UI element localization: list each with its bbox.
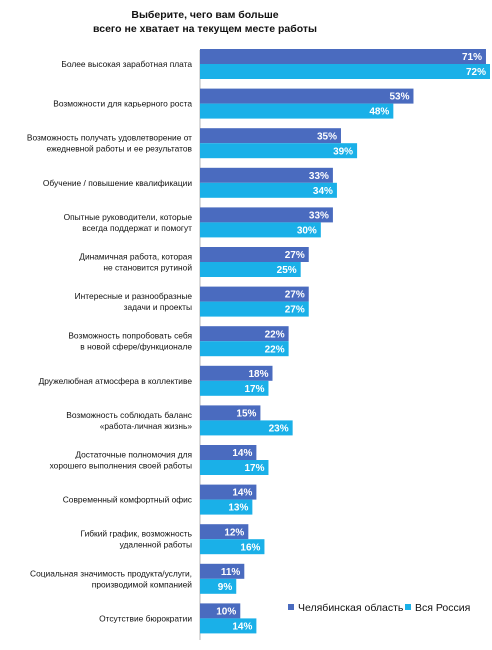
bar-chelyabinsk <box>200 405 261 421</box>
category-label: ежедневной работы и ее результатов <box>47 144 193 154</box>
category-label: Возможность соблюдать баланс <box>66 410 192 420</box>
bar-value-label: 11% <box>221 567 241 578</box>
bar-value-label: 14% <box>232 622 252 633</box>
bar-value-label: 33% <box>309 171 329 182</box>
bar-value-label: 15% <box>236 409 256 420</box>
bar-value-label: 48% <box>369 107 389 118</box>
bar-value-label: 33% <box>309 211 329 222</box>
bar-value-label: 30% <box>297 226 317 237</box>
bar-value-label: 16% <box>240 542 260 553</box>
bar-value-label: 17% <box>244 384 264 395</box>
bar-russia <box>200 262 301 277</box>
bar-russia <box>200 460 269 475</box>
bar-value-label: 27% <box>285 250 305 261</box>
legend-item-chelyabinsk: Челябинская область <box>298 602 404 614</box>
category-label: Отсутствие бюрократии <box>99 613 192 623</box>
category-label: удаленной работы <box>120 540 192 550</box>
bar-value-label: 22% <box>265 329 285 340</box>
bar-value-label: 34% <box>313 186 333 197</box>
category-label: Динамичная работа, которая <box>79 252 192 262</box>
bar-russia <box>200 420 293 436</box>
category-label: Более высокая заработная плата <box>61 59 192 69</box>
category-label: Обучение / повышение квалификации <box>43 178 192 188</box>
bar-russia <box>200 578 237 594</box>
category-label: всегда поддержат и помогут <box>82 223 192 233</box>
bar-value-label: 14% <box>232 488 252 499</box>
category-label: не становится рутиной <box>103 263 192 273</box>
bar-value-label: 14% <box>232 448 252 459</box>
bar-value-label: 39% <box>333 146 353 157</box>
category-label: Социальная значимость продукта/услуги, <box>30 568 192 578</box>
bar-value-label: 25% <box>277 265 297 276</box>
bar-chelyabinsk <box>200 484 257 500</box>
legend-swatch <box>405 604 411 610</box>
bar-chelyabinsk <box>200 49 486 64</box>
bar-chelyabinsk <box>200 247 309 262</box>
bar-russia <box>200 539 265 555</box>
bar-value-label: 27% <box>285 305 305 316</box>
bar-chelyabinsk <box>200 207 333 223</box>
bar-chelyabinsk <box>200 445 257 460</box>
bar-russia <box>200 618 257 634</box>
category-label: Возможность попробовать себя <box>68 331 192 341</box>
bar-value-label: 22% <box>265 344 285 355</box>
bar-russia <box>200 222 321 238</box>
bar-chelyabinsk <box>200 88 414 104</box>
bar-chelyabinsk <box>200 326 289 342</box>
bar-chelyabinsk <box>200 603 241 619</box>
bar-value-label: 23% <box>269 424 289 435</box>
bar-chelyabinsk <box>200 128 341 144</box>
legend-item-russia: Вся Россия <box>415 602 470 614</box>
category-label: Дружелюбная атмосфера в коллективе <box>39 376 193 386</box>
bar-chelyabinsk <box>200 524 249 540</box>
bar-russia <box>200 499 253 515</box>
chart-legend: Челябинская область Вся Россия <box>288 602 470 614</box>
bar-value-label: 17% <box>244 463 264 474</box>
bar-value-label: 9% <box>218 582 233 593</box>
bar-russia <box>200 341 289 357</box>
category-label: Возможность получать удовлетворение от <box>27 133 192 143</box>
bar-value-label: 18% <box>248 369 268 380</box>
category-label: хорошего выполнения своей работы <box>50 461 192 471</box>
bar-value-label: 10% <box>216 607 236 618</box>
bar-value-label: 53% <box>389 92 409 103</box>
chart-title-line-2: всего не хватает на текущем месте работы <box>93 23 317 35</box>
category-label: Современный комфортный офис <box>63 495 192 505</box>
bar-value-label: 12% <box>224 527 244 538</box>
bar-chelyabinsk <box>200 563 245 579</box>
chart-title-line-1: Выберите, чего вам больше <box>131 9 279 21</box>
chart-title: Выберите, чего вам больше всего не хвата… <box>80 8 330 36</box>
category-label: Интересные и разнообразные <box>75 291 193 301</box>
bar-value-label: 13% <box>228 503 248 514</box>
bar-russia <box>200 182 337 198</box>
category-label: Гибкий график, возможность <box>81 529 193 539</box>
category-label: производимой компанией <box>92 579 193 589</box>
bar-russia <box>200 143 358 159</box>
bar-chelyabinsk <box>200 167 333 183</box>
bar-value-label: 35% <box>317 131 337 142</box>
bar-russia <box>200 380 269 396</box>
bar-chelyabinsk <box>200 286 309 302</box>
bar-russia <box>200 64 490 79</box>
legend-swatch <box>288 604 294 610</box>
category-label: задачи и проекты <box>124 302 192 312</box>
bar-value-label: 71% <box>462 52 482 63</box>
bar-chelyabinsk <box>200 365 273 381</box>
category-label: в новой сфере/функционале <box>80 342 192 352</box>
category-label: Достаточные полномочия для <box>75 450 192 460</box>
bar-russia <box>200 301 309 317</box>
bar-value-label: 72% <box>466 67 486 78</box>
chart-rows: Более высокая заработная плата 71% 72% Возм… <box>27 49 490 634</box>
bar-russia <box>200 103 394 119</box>
category-label: Возможности для карьерного роста <box>53 99 192 109</box>
bar-value-label: 27% <box>285 290 305 301</box>
category-label: «работа-личная жизнь» <box>100 421 193 431</box>
category-label: Опытные руководители, которые <box>64 212 193 222</box>
